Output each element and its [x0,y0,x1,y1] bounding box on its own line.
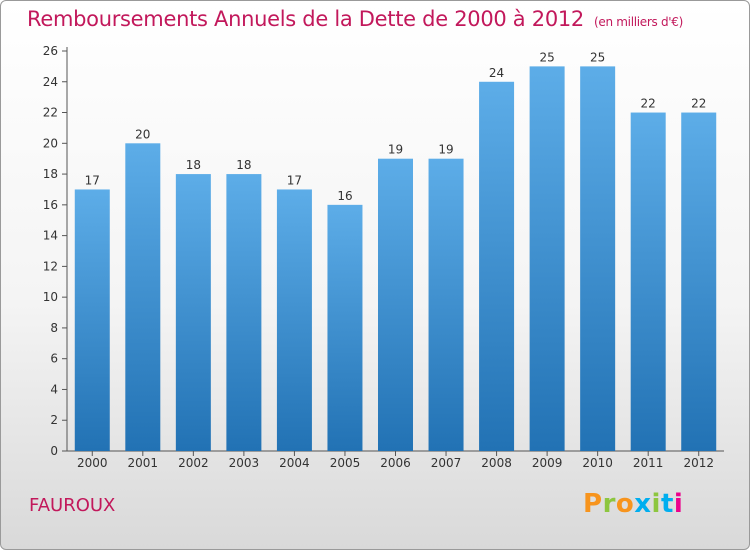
logo-letter: o [615,489,635,519]
chart-title: Remboursements Annuels de la Dette de 20… [27,7,683,31]
y-tick-label: 24 [43,75,58,89]
location-name: FAUROUX [29,495,116,516]
x-tick-label: 2002 [178,456,209,470]
data-label: 17 [287,173,302,187]
x-tick-label: 2012 [683,456,714,470]
data-label: 25 [590,50,605,64]
x-tick-label: 2006 [380,456,411,470]
x-tick-label: 2009 [532,456,563,470]
x-tick-label: 2005 [330,456,361,470]
data-label: 20 [135,127,150,141]
logo-letter: x [634,489,652,519]
logo-letter: t [660,489,674,519]
y-tick-label: 16 [43,198,58,212]
y-tick-label: 14 [43,229,58,243]
bar [226,174,262,452]
y-tick-label: 2 [50,413,58,427]
y-tick-label: 10 [43,290,58,304]
bar [479,81,515,452]
brand-logo: Proxiti [583,489,683,519]
logo-letter: P [583,489,603,519]
bar [74,189,110,451]
y-tick-label: 6 [50,352,58,366]
y-tick-label: 0 [50,444,58,458]
x-tick-label: 2007 [431,456,462,470]
data-label: 22 [691,97,706,111]
data-label: 16 [337,189,352,203]
bar [276,189,312,451]
x-tick-label: 2008 [481,456,512,470]
title-text: Remboursements Annuels de la Dette de 20… [27,7,584,31]
y-tick-label: 18 [43,167,58,181]
x-tick-label: 2003 [229,456,260,470]
x-tick-label: 2010 [582,456,613,470]
x-tick-label: 2011 [633,456,664,470]
x-tick-label: 2000 [77,456,108,470]
bar [580,66,616,451]
data-label: 22 [641,97,656,111]
unit-label: (en milliers d'€) [594,15,684,29]
data-label: 19 [388,143,403,157]
logo-letter: i [651,489,661,519]
y-tick-label: 12 [43,259,58,273]
logo-letter: i [673,489,684,519]
x-tick-label: 2001 [128,456,159,470]
y-tick-label: 20 [43,136,58,150]
data-label: 19 [438,143,453,157]
bar [428,158,464,451]
bar [175,174,211,452]
data-label: 25 [539,50,554,64]
y-tick-label: 8 [50,321,58,335]
bar [681,112,717,452]
data-label: 17 [85,173,100,187]
y-tick-label: 4 [50,382,58,396]
logo-letter: r [602,489,616,519]
bar [630,112,666,452]
bar [529,66,565,451]
bar [125,143,161,452]
data-label: 18 [186,158,201,172]
data-label: 24 [489,66,504,80]
y-tick-label: 22 [43,106,58,120]
bar [327,204,363,451]
bar [378,158,413,451]
x-tick-label: 2004 [279,456,310,470]
data-label: 18 [236,158,251,172]
y-tick-label: 26 [43,44,58,58]
